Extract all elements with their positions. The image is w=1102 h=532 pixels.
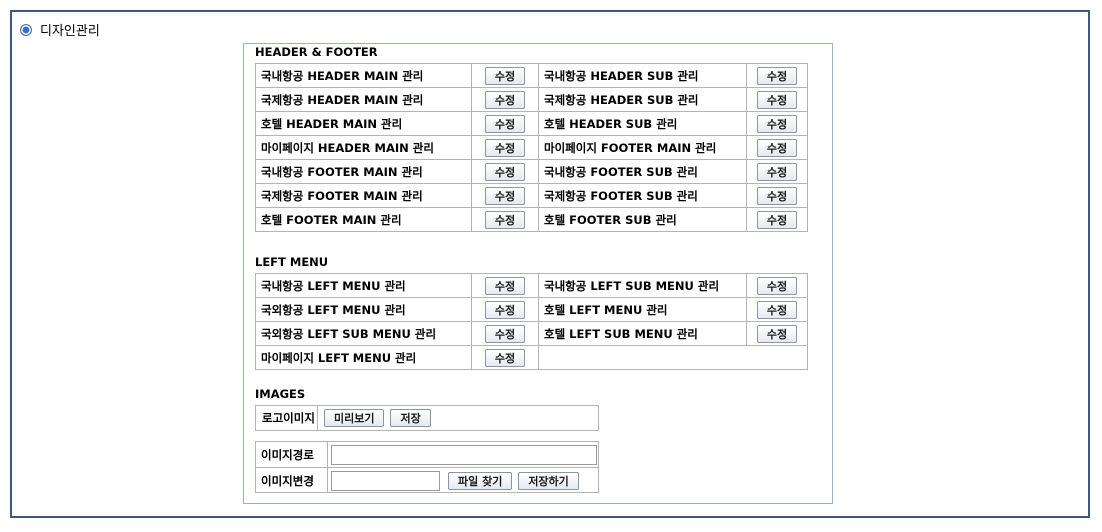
edit-button[interactable]: 수정: [484, 162, 526, 181]
image-upload-box: 이미지경로 이미지변경 파일 찾기 저장하기: [255, 441, 599, 493]
item-label: 국제항공 FOOTER MAIN 관리: [255, 183, 472, 208]
save-changes-button[interactable]: 저장하기: [518, 471, 579, 490]
item-label: 국제항공 FOOTER SUB 관리: [538, 183, 747, 208]
edit-cell: 수정: [471, 135, 539, 160]
item-label: 국내항공 FOOTER SUB 관리: [538, 159, 747, 184]
table-row: 호텔 FOOTER MAIN 관리 수정 호텔 FOOTER SUB 관리 수정: [255, 207, 808, 232]
preview-button[interactable]: 미리보기: [324, 409, 385, 427]
image-file-input[interactable]: [331, 470, 440, 491]
edit-cell: 수정: [746, 273, 808, 298]
table-row: 마이페이지 LEFT MENU 관리 수정: [255, 345, 808, 370]
item-label: 국내항공 LEFT SUB MENU 관리: [538, 273, 747, 298]
edit-cell: 수정: [471, 207, 539, 232]
edit-button[interactable]: 수정: [756, 186, 798, 205]
save-button[interactable]: 저장: [390, 409, 431, 427]
edit-button[interactable]: 수정: [484, 66, 526, 85]
edit-button[interactable]: 수정: [756, 114, 798, 133]
item-label: 국제항공 HEADER SUB 관리: [538, 87, 747, 112]
section-header: 디자인관리: [20, 20, 100, 39]
edit-button[interactable]: 수정: [484, 114, 526, 133]
item-label: 호텔 FOOTER SUB 관리: [538, 207, 747, 232]
table-row: 국외항공 LEFT SUB MENU 관리 수정 호텔 LEFT SUB MENU …: [255, 321, 808, 346]
table-row: 국내항공 HEADER MAIN 관리 수정 국내항공 HEADER SUB 관리 수…: [255, 63, 808, 88]
edit-button[interactable]: 수정: [484, 186, 526, 205]
edit-cell: 수정: [471, 297, 539, 322]
edit-button[interactable]: 수정: [756, 90, 798, 109]
edit-cell: 수정: [746, 159, 808, 184]
edit-cell: 수정: [746, 63, 808, 88]
edit-cell: 수정: [471, 63, 539, 88]
header-footer-table: 국내항공 HEADER MAIN 관리 수정 국내항공 HEADER SUB 관리 수…: [255, 63, 808, 232]
left-menu-table: 국내항공 LEFT MENU 관리 수정 국내항공 LEFT SUB MENU 관리…: [255, 273, 808, 370]
edit-button[interactable]: 수정: [484, 300, 526, 319]
item-label: 마이페이지 FOOTER MAIN 관리: [538, 135, 747, 160]
edit-button[interactable]: 수정: [756, 276, 798, 295]
item-label: 국외항공 LEFT SUB MENU 관리: [255, 321, 472, 346]
edit-cell: 수정: [471, 183, 539, 208]
image-path-row: 이미지경로: [256, 442, 598, 468]
empty-cell: [538, 345, 808, 370]
section-title: 디자인관리: [40, 24, 100, 39]
content-frame: [10, 10, 1090, 518]
item-label: 국내항공 FOOTER MAIN 관리: [255, 159, 472, 184]
edit-cell: 수정: [471, 87, 539, 112]
radio-selected-icon[interactable]: [20, 23, 32, 36]
item-label: 호텔 LEFT MENU 관리: [538, 297, 747, 322]
edit-button[interactable]: 수정: [484, 90, 526, 109]
table-row: 마이페이지 HEADER MAIN 관리 수정 마이페이지 FOOTER MAIN …: [255, 135, 808, 160]
edit-button[interactable]: 수정: [756, 324, 798, 343]
edit-button[interactable]: 수정: [484, 324, 526, 343]
item-label: 호텔 LEFT SUB MENU 관리: [538, 321, 747, 346]
edit-button[interactable]: 수정: [484, 138, 526, 157]
image-change-row: 이미지변경 파일 찾기 저장하기: [256, 468, 598, 493]
edit-button[interactable]: 수정: [484, 210, 526, 229]
logo-image-row: 로고이미지 미리보기 저장: [255, 405, 599, 431]
logo-image-label: 로고이미지: [256, 406, 318, 430]
design-panel: HEADER & FOOTER 국내항공 HEADER MAIN 관리 수정 국내항…: [243, 43, 833, 504]
edit-cell: 수정: [471, 321, 539, 346]
image-path-label: 이미지경로: [256, 442, 328, 467]
edit-button[interactable]: 수정: [484, 276, 526, 295]
edit-button[interactable]: 수정: [756, 162, 798, 181]
table-row: 호텔 HEADER MAIN 관리 수정 호텔 HEADER SUB 관리 수정: [255, 111, 808, 136]
edit-button[interactable]: 수정: [756, 66, 798, 85]
edit-cell: 수정: [471, 273, 539, 298]
edit-cell: 수정: [746, 183, 808, 208]
item-label: 국외항공 LEFT MENU 관리: [255, 297, 472, 322]
edit-cell: 수정: [746, 297, 808, 322]
edit-button[interactable]: 수정: [756, 300, 798, 319]
edit-cell: 수정: [746, 207, 808, 232]
item-label: 마이페이지 LEFT MENU 관리: [255, 345, 472, 370]
item-label: 호텔 FOOTER MAIN 관리: [255, 207, 472, 232]
edit-cell: 수정: [746, 111, 808, 136]
item-label: 국내항공 HEADER SUB 관리: [538, 63, 747, 88]
table-row: 국제항공 FOOTER MAIN 관리 수정 국제항공 FOOTER SUB 관리 수…: [255, 183, 808, 208]
images-title: IMAGES: [255, 387, 306, 401]
item-label: 호텔 HEADER MAIN 관리: [255, 111, 472, 136]
edit-cell: 수정: [471, 111, 539, 136]
edit-cell: 수정: [471, 345, 539, 370]
edit-cell: 수정: [746, 135, 808, 160]
edit-button[interactable]: 수정: [756, 138, 798, 157]
table-row: 국내항공 FOOTER MAIN 관리 수정 국내항공 FOOTER SUB 관리 수…: [255, 159, 808, 184]
table-row: 국내항공 LEFT MENU 관리 수정 국내항공 LEFT SUB MENU 관리…: [255, 273, 808, 298]
item-label: 국제항공 HEADER MAIN 관리: [255, 87, 472, 112]
table-row: 국제항공 HEADER MAIN 관리 수정 국제항공 HEADER SUB 관리 수…: [255, 87, 808, 112]
find-file-button[interactable]: 파일 찾기: [448, 471, 513, 490]
left-menu-title: LEFT MENU: [255, 255, 329, 269]
edit-cell: 수정: [471, 159, 539, 184]
header-footer-title: HEADER & FOOTER: [255, 45, 378, 59]
image-change-label: 이미지변경: [256, 468, 328, 493]
edit-button[interactable]: 수정: [756, 210, 798, 229]
item-label: 국내항공 HEADER MAIN 관리: [255, 63, 472, 88]
table-row: 국외항공 LEFT MENU 관리 수정 호텔 LEFT MENU 관리 수정: [255, 297, 808, 322]
edit-cell: 수정: [746, 321, 808, 346]
image-path-input[interactable]: [331, 444, 597, 465]
edit-cell: 수정: [746, 87, 808, 112]
item-label: 국내항공 LEFT MENU 관리: [255, 273, 472, 298]
item-label: 호텔 HEADER SUB 관리: [538, 111, 747, 136]
item-label: 마이페이지 HEADER MAIN 관리: [255, 135, 472, 160]
edit-button[interactable]: 수정: [484, 348, 526, 367]
